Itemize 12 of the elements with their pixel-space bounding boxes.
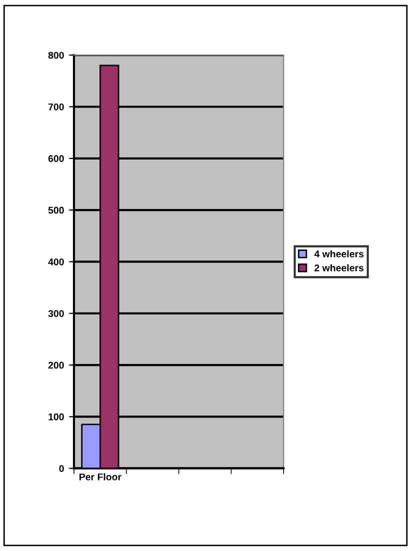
y-tick-label: 700 bbox=[48, 103, 64, 110]
legend-label: 4 wheelers bbox=[314, 250, 364, 258]
y-tick-label: 300 bbox=[48, 310, 64, 318]
y-tick-label: 200 bbox=[48, 362, 64, 369]
y-tick-label: 600 bbox=[48, 155, 64, 162]
y-tick-label: 0 bbox=[59, 465, 64, 472]
legend-label: 2 wheelers bbox=[314, 264, 364, 272]
y-tick-label: 500 bbox=[48, 206, 64, 214]
y-tick-label: 400 bbox=[48, 258, 64, 266]
y-tick-label: 100 bbox=[48, 413, 64, 420]
x-tick-label: Per Floor bbox=[79, 473, 122, 480]
y-tick-label: 800 bbox=[48, 52, 64, 59]
